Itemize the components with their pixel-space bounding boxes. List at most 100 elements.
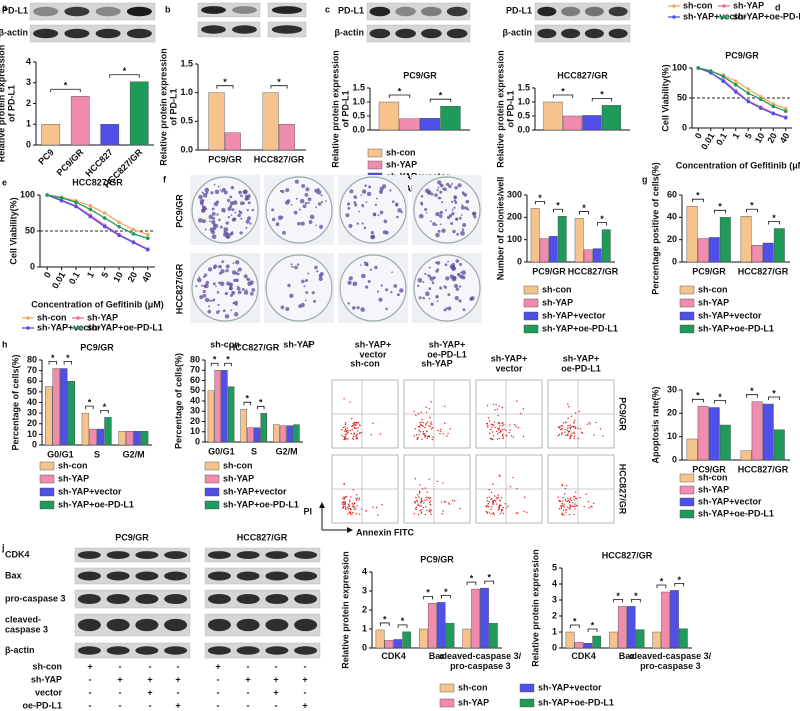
flow-event — [417, 503, 419, 506]
colony — [317, 202, 322, 206]
flow-event — [493, 421, 496, 423]
flow-event — [507, 505, 509, 507]
colony — [243, 274, 248, 279]
blot-band — [369, 6, 391, 17]
colony — [446, 215, 451, 220]
colony — [221, 260, 225, 264]
significance-bracket — [397, 624, 408, 628]
colony — [198, 276, 201, 278]
flow-event — [413, 513, 416, 515]
significance-bracket — [613, 599, 623, 603]
colony — [473, 215, 477, 219]
flow-event — [573, 513, 575, 516]
bar — [574, 218, 584, 263]
significance-label: * — [772, 213, 776, 223]
legend-swatch — [523, 324, 539, 334]
x-tick-label: G0/G1 — [208, 446, 235, 456]
flow-event — [344, 496, 347, 498]
flow-event — [501, 434, 504, 437]
colony — [437, 186, 440, 189]
flow-event — [578, 410, 580, 413]
colony — [291, 265, 294, 268]
flow-event — [588, 421, 590, 424]
colony — [225, 221, 229, 225]
colony — [324, 200, 327, 202]
flow-event — [356, 497, 358, 500]
bar — [118, 430, 126, 446]
y-tick-label: 70 — [190, 365, 200, 375]
blot-band — [126, 6, 152, 17]
bar — [240, 409, 247, 443]
flow-event — [512, 436, 515, 438]
legend-swatch — [523, 311, 539, 321]
colony — [201, 284, 204, 287]
y-tick-label: 3 — [552, 594, 557, 604]
colony — [290, 203, 293, 206]
colony — [204, 283, 209, 289]
flow-event — [353, 435, 355, 438]
legend-label: sh-con — [37, 312, 67, 322]
panel-label: e — [2, 177, 7, 187]
flow-event — [501, 424, 504, 427]
flow-event — [563, 514, 565, 516]
colony — [353, 195, 358, 199]
colony — [436, 260, 441, 265]
colony — [217, 185, 220, 188]
colony — [436, 189, 439, 192]
colony — [213, 266, 216, 270]
colony — [396, 215, 399, 219]
flow-event — [358, 424, 361, 426]
flow-event — [498, 427, 500, 430]
flow-event — [560, 428, 562, 431]
flow-event — [570, 505, 572, 508]
flow-event — [493, 424, 495, 426]
flow-event — [341, 503, 343, 505]
significance-bracket — [243, 401, 252, 406]
colony — [374, 265, 378, 270]
column-label: oe-PD-L1 — [427, 349, 467, 359]
flow-event — [352, 438, 355, 441]
y-tick-label: 3 — [26, 77, 31, 87]
flow-event — [492, 502, 495, 504]
flow-event — [348, 511, 350, 513]
flow-event — [426, 509, 428, 512]
flow-event — [356, 423, 358, 425]
colony — [245, 289, 248, 291]
colony — [197, 218, 203, 223]
bar — [661, 591, 670, 649]
flow-event — [344, 435, 347, 438]
colony — [375, 197, 378, 200]
y-tick-label: 50 — [27, 386, 37, 396]
colony — [314, 265, 318, 270]
colony — [458, 216, 462, 220]
significance-bracket — [109, 74, 140, 78]
flow-event — [343, 483, 346, 485]
flow-event — [590, 505, 592, 508]
legend-swatch — [39, 500, 55, 510]
point — [131, 232, 136, 236]
colony — [455, 259, 460, 263]
blot-label: β-actin — [5, 645, 35, 655]
y-tick-label: 30 — [27, 408, 37, 418]
bar — [601, 229, 611, 263]
colony — [377, 214, 380, 217]
condition-label: oe-PD-L1 — [22, 700, 62, 710]
flow-event — [564, 428, 566, 431]
flow-event — [351, 417, 353, 420]
blot-band — [395, 6, 416, 17]
flow-event — [490, 508, 492, 511]
flow-event — [417, 437, 419, 439]
significance-label: * — [259, 398, 263, 408]
blot-band — [135, 571, 159, 581]
y-tick-label: 20 — [27, 418, 37, 428]
condition-sign: - — [247, 661, 250, 671]
flow-event — [495, 503, 498, 505]
colony — [380, 284, 383, 287]
legend-swatch-marker — [76, 316, 80, 320]
colony — [247, 216, 251, 221]
panel-label: j — [1, 542, 5, 552]
colony — [212, 282, 216, 286]
blot-band — [608, 6, 628, 17]
bar — [697, 238, 709, 263]
flow-event — [569, 437, 571, 440]
